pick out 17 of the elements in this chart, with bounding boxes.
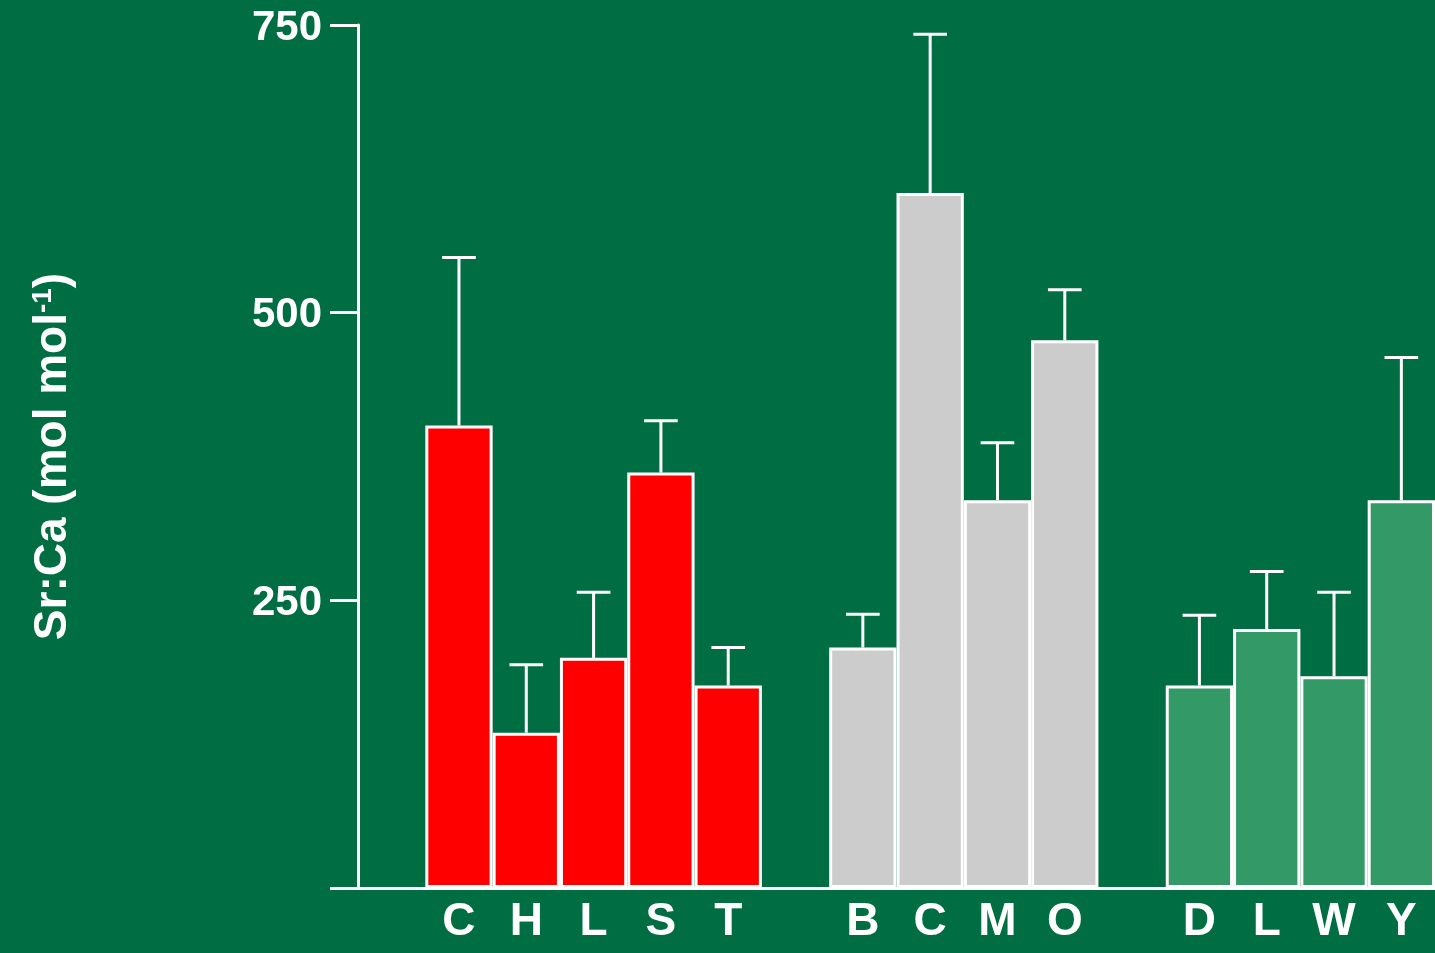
x-tick-label: W [1312, 893, 1357, 945]
x-tick-label: B [846, 893, 880, 945]
y-tick-label: 750 [251, 1, 322, 49]
x-tick-label: O [1046, 893, 1083, 945]
x-tick-label: D [1182, 893, 1217, 945]
x-tick-label: L [579, 893, 608, 945]
x-tick-label: L [1252, 893, 1281, 945]
y-tick-label: 500 [251, 289, 322, 337]
y-axis-title: Sr:Ca (mol mol-1) [24, 272, 76, 641]
y-tick-label: 250 [251, 576, 322, 624]
x-tick-label: C [913, 893, 947, 945]
x-tick-label: Y [1386, 893, 1417, 945]
x-tick-label: T [714, 893, 743, 945]
x-tick-label: H [509, 893, 543, 945]
x-tick-label: S [645, 893, 677, 945]
x-tick-label: C [442, 893, 476, 945]
x-tick-label: M [978, 893, 1017, 945]
